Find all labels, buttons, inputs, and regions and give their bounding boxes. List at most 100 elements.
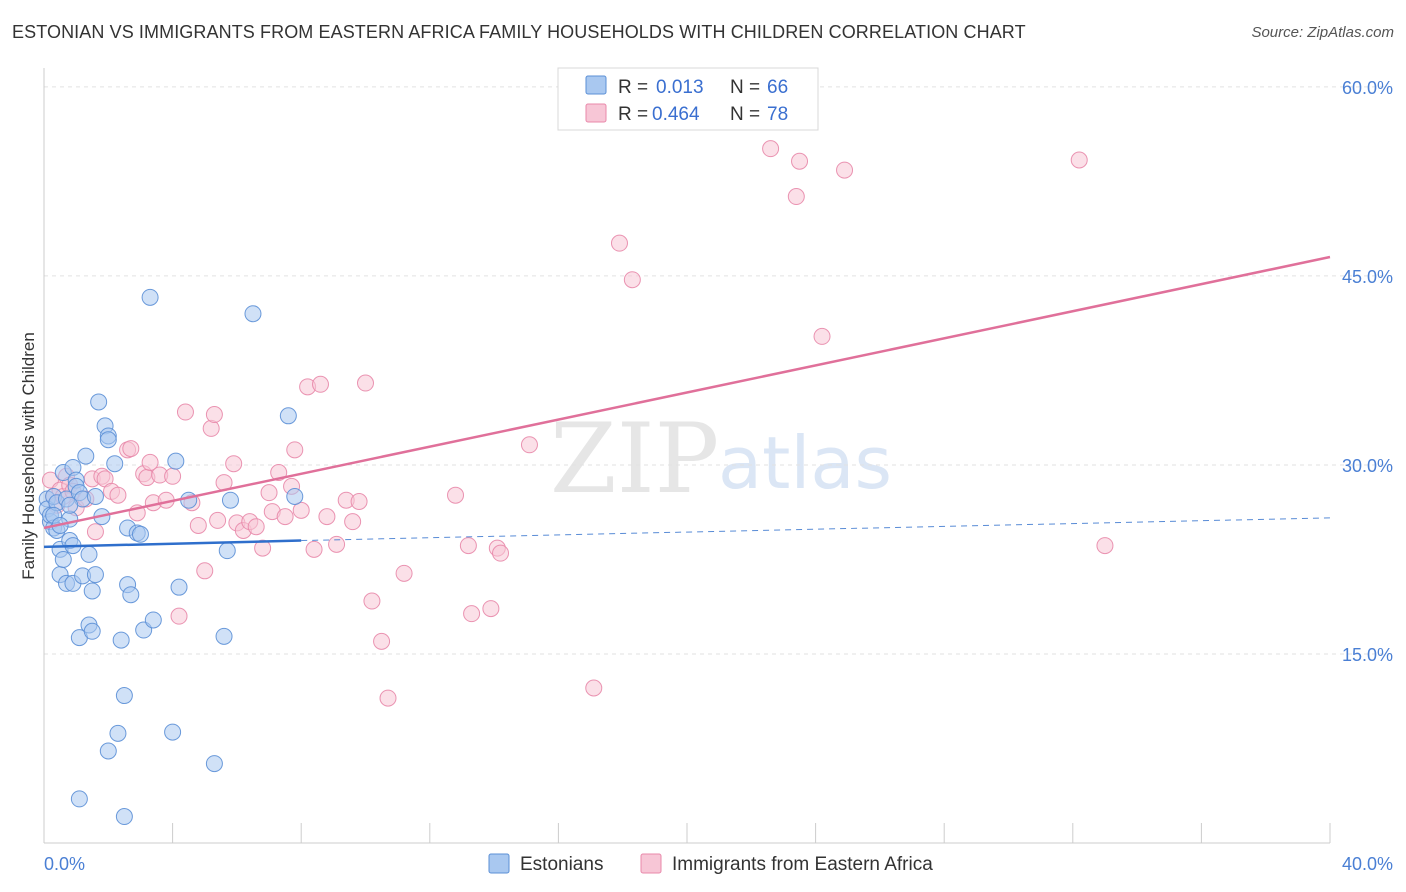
point-immigrants-33 [209, 511, 227, 529]
point-estonians-53 [218, 542, 236, 560]
point-immigrants-69 [610, 234, 628, 252]
gridlines [44, 86, 1394, 655]
point-immigrants-39 [247, 518, 265, 536]
series-legend: Estonians Immigrants from Eastern Africa [488, 853, 933, 875]
point-estonians-61 [115, 808, 133, 826]
trend-line-immigrants [43, 255, 1331, 530]
point-immigrants-31 [202, 419, 220, 437]
point-estonians-32 [90, 393, 108, 411]
point-immigrants-46 [286, 441, 304, 459]
series-legend-estonians: Estonians [520, 854, 603, 875]
point-immigrants-27 [176, 403, 194, 421]
point-immigrants-29 [189, 516, 207, 534]
point-estonians-58 [99, 742, 117, 760]
point-estonians-49 [170, 578, 188, 596]
point-estonians-56 [279, 407, 297, 425]
point-immigrants-76 [1070, 151, 1088, 169]
legend-swatch-immigrants [585, 103, 607, 123]
point-immigrants-60 [395, 564, 413, 582]
point-estonians-29 [83, 582, 101, 600]
point-estonians-57 [286, 487, 304, 505]
point-immigrants-51 [318, 508, 336, 526]
point-immigrants-35 [225, 455, 243, 473]
legend-r-value-estonians: 0.013 [656, 77, 704, 98]
point-estonians-54 [221, 491, 239, 509]
series-legend-immigrants: Immigrants from Eastern Africa [672, 854, 933, 875]
point-immigrants-26 [170, 607, 188, 625]
point-immigrants-55 [350, 492, 368, 510]
point-immigrants-50 [311, 375, 329, 393]
point-estonians-42 [122, 586, 140, 604]
point-immigrants-62 [459, 537, 477, 555]
watermark-zip: ZIP [550, 403, 719, 515]
point-estonians-50 [167, 452, 185, 470]
legend-n-value-immigrants: 78 [767, 104, 788, 125]
point-immigrants-47 [292, 501, 310, 519]
axes [43, 68, 1331, 844]
legend-r-label-immigrants: R = [618, 104, 648, 125]
data-points [38, 140, 1114, 826]
point-estonians-36 [99, 431, 117, 449]
point-estonians-11 [54, 550, 72, 568]
point-immigrants-41 [260, 484, 278, 502]
point-immigrants-73 [791, 152, 809, 170]
point-estonians-52 [215, 627, 233, 645]
point-immigrants-72 [787, 188, 805, 206]
legend-n-value-estonians: 66 [767, 77, 788, 98]
correlation-legend: R = 0.013 N = 66 R = 0.464 N = 78 [557, 67, 819, 131]
point-immigrants-59 [379, 689, 397, 707]
point-estonians-59 [109, 724, 127, 742]
y-tick-labels: 15.0% 30.0% 45.0% 60.0% [1342, 78, 1393, 665]
point-immigrants-66 [492, 544, 510, 562]
point-immigrants-44 [276, 508, 294, 526]
point-estonians-37 [106, 455, 124, 473]
point-immigrants-57 [363, 592, 381, 610]
point-immigrants-15 [109, 486, 127, 504]
point-estonians-51 [180, 491, 198, 509]
zipatlas-watermark: ZIP atlas [550, 403, 892, 515]
point-estonians-26 [80, 545, 98, 563]
point-immigrants-40 [254, 539, 272, 557]
point-immigrants-56 [357, 374, 374, 392]
y-tick-label-0: 15.0% [1342, 645, 1393, 665]
watermark-atlas: atlas [718, 421, 892, 505]
point-immigrants-54 [344, 513, 362, 531]
point-immigrants-11 [86, 523, 104, 541]
point-immigrants-58 [373, 632, 391, 650]
y-axis-label: Family Households with Children [19, 332, 38, 580]
point-estonians-55 [244, 305, 262, 323]
point-estonians-28 [83, 622, 101, 640]
point-immigrants-32 [205, 406, 223, 424]
point-estonians-31 [86, 487, 104, 505]
point-estonians-38 [112, 631, 130, 649]
point-immigrants-21 [141, 453, 159, 471]
point-immigrants-52 [328, 535, 346, 553]
point-immigrants-64 [482, 600, 500, 618]
point-estonians-60 [70, 790, 88, 808]
point-immigrants-25 [164, 467, 182, 485]
point-immigrants-74 [813, 327, 831, 345]
legend-n-label-estonians: N = [730, 77, 760, 98]
point-immigrants-68 [585, 679, 603, 697]
point-immigrants-71 [762, 140, 780, 158]
point-estonians-46 [144, 611, 162, 629]
legend-r-label-estonians: R = [618, 77, 648, 98]
legend-r-value-immigrants: 0.464 [652, 104, 700, 125]
x-tick-label-0: 0.0% [44, 854, 85, 874]
point-estonians-47 [164, 723, 182, 741]
point-immigrants-67 [520, 436, 538, 454]
point-immigrants-63 [463, 605, 481, 623]
point-estonians-44 [131, 525, 149, 543]
point-immigrants-30 [196, 562, 214, 580]
point-estonians-25 [77, 447, 95, 465]
chart-title: ESTONIAN VS IMMIGRANTS FROM EASTERN AFRI… [12, 22, 1026, 42]
legend-n-label-immigrants: N = [730, 104, 760, 125]
point-immigrants-75 [836, 161, 854, 179]
x-tick-label-1: 40.0% [1342, 854, 1393, 874]
series-legend-swatch-immigrants [640, 853, 662, 874]
y-tick-label-2: 45.0% [1342, 267, 1393, 287]
trend-line-estonians-extrapolated [301, 517, 1331, 542]
point-estonians-39 [115, 687, 133, 705]
trend-lines [43, 255, 1331, 549]
